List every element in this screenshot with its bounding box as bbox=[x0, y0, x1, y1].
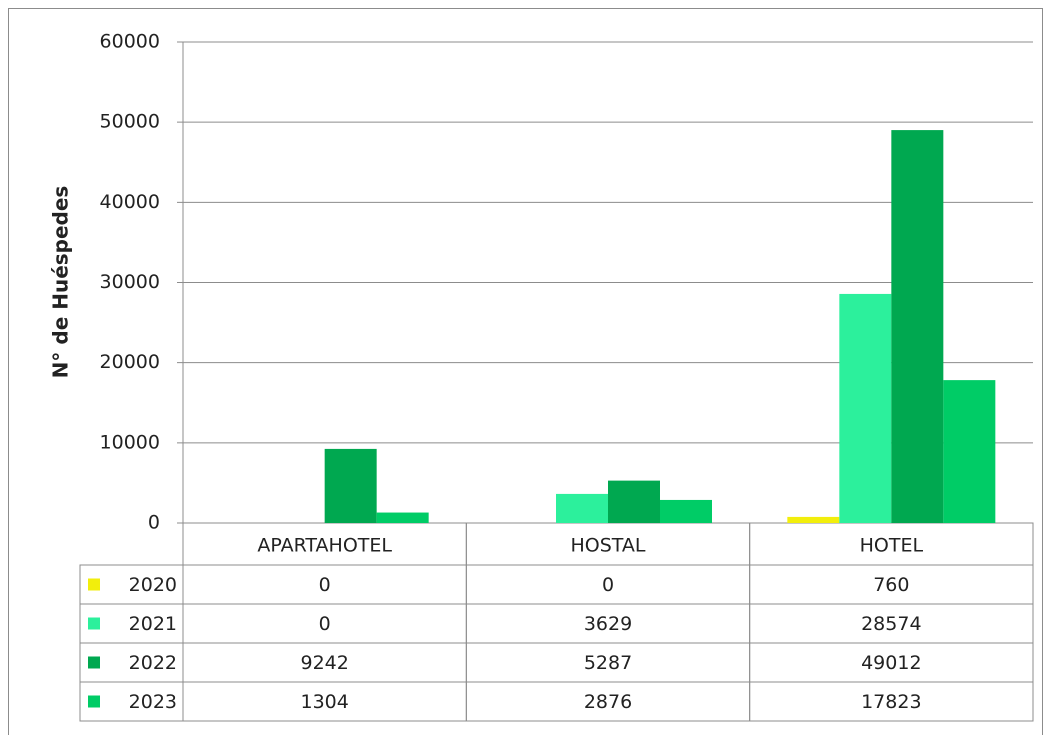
bar bbox=[660, 499, 712, 523]
data-label: 5287 bbox=[584, 652, 632, 674]
bar bbox=[324, 448, 377, 523]
legend-label: 2023 bbox=[129, 691, 177, 713]
data-label: 2876 bbox=[584, 691, 632, 713]
y-tick-label: 60000 bbox=[100, 31, 160, 53]
y-tick-label: 30000 bbox=[100, 271, 160, 293]
bar bbox=[376, 512, 429, 523]
data-label: 3629 bbox=[584, 613, 632, 635]
y-tick-label: 40000 bbox=[100, 191, 160, 213]
y-tick-label: 10000 bbox=[100, 431, 160, 453]
bar bbox=[787, 516, 840, 523]
data-label: 0 bbox=[602, 574, 614, 596]
legend-swatch bbox=[88, 578, 100, 591]
legend-swatch bbox=[88, 617, 100, 630]
data-label: 760 bbox=[873, 574, 909, 596]
legend-swatch bbox=[88, 656, 100, 669]
data-label: 28574 bbox=[861, 613, 921, 635]
data-label: 9242 bbox=[300, 652, 348, 674]
category-label: HOSTAL bbox=[570, 535, 645, 557]
category-label: APARTAHOTEL bbox=[257, 535, 392, 557]
y-axis-label: N° de Huéspedes bbox=[49, 186, 73, 379]
y-tick-label: 50000 bbox=[100, 111, 160, 133]
y-tick-label: 0 bbox=[148, 512, 160, 534]
chart-border bbox=[8, 8, 1043, 735]
legend-swatch bbox=[88, 695, 100, 708]
legend-label: 2022 bbox=[129, 652, 177, 674]
data-label: 0 bbox=[319, 613, 331, 635]
data-label: 0 bbox=[319, 574, 331, 596]
legend-label: 2020 bbox=[129, 574, 177, 596]
table-cell bbox=[749, 681, 1034, 722]
y-tick-label: 20000 bbox=[100, 351, 160, 373]
bar bbox=[608, 480, 660, 523]
bar bbox=[556, 493, 608, 523]
category-label: HOTEL bbox=[860, 535, 924, 557]
legend-label: 2021 bbox=[129, 613, 177, 635]
bar bbox=[943, 380, 996, 523]
bar bbox=[891, 130, 944, 523]
data-label: 1304 bbox=[300, 691, 348, 713]
bar bbox=[839, 293, 892, 523]
data-label: 17823 bbox=[861, 691, 921, 713]
data-label: 49012 bbox=[861, 652, 921, 674]
